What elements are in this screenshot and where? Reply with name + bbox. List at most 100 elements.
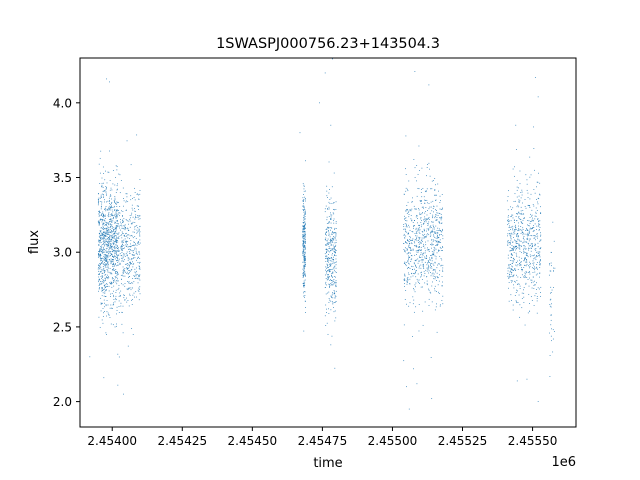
data-point [332, 292, 334, 294]
data-point [430, 244, 431, 245]
data-point [540, 235, 541, 237]
data-point [139, 215, 141, 216]
data-point [415, 227, 417, 229]
data-point [420, 200, 422, 201]
data-point [137, 241, 139, 243]
data-point [113, 236, 115, 238]
data-point [105, 287, 107, 288]
data-point [549, 355, 551, 356]
data-point [511, 271, 513, 273]
data-point [332, 271, 334, 273]
data-point [125, 253, 127, 255]
data-point [507, 235, 508, 237]
data-point [520, 252, 522, 254]
data-point [327, 270, 329, 271]
data-point [132, 282, 134, 284]
data-point [102, 268, 104, 270]
data-point [99, 254, 101, 256]
data-point [432, 208, 434, 209]
data-point [303, 236, 305, 237]
data-point [420, 257, 421, 258]
data-point [118, 238, 120, 239]
data-point [100, 255, 102, 256]
data-point [304, 256, 306, 257]
data-point [515, 249, 516, 251]
data-point [303, 228, 305, 230]
data-point [420, 267, 422, 269]
data-point [133, 197, 135, 198]
data-point [304, 291, 306, 293]
data-point [325, 255, 326, 257]
data-point [111, 189, 113, 191]
data-point [109, 195, 111, 197]
data-point [325, 258, 327, 259]
data-point [418, 267, 420, 269]
data-point [439, 270, 441, 272]
data-point [299, 132, 301, 134]
data-point [519, 259, 520, 261]
data-point [113, 299, 115, 300]
data-point [129, 272, 130, 274]
data-point [106, 230, 108, 231]
data-point [431, 239, 432, 241]
data-point [132, 254, 134, 256]
data-point [409, 243, 410, 244]
data-point [437, 215, 439, 216]
data-point [429, 257, 430, 259]
data-point [326, 267, 328, 269]
data-point [535, 215, 537, 217]
data-point [429, 267, 431, 269]
data-point [304, 256, 306, 258]
data-point [134, 211, 136, 212]
data-point [534, 243, 536, 245]
data-point [428, 217, 430, 218]
data-point [132, 266, 134, 268]
data-point [303, 238, 305, 240]
data-point [419, 238, 421, 240]
data-point [442, 295, 444, 297]
data-point [122, 256, 124, 258]
data-point [130, 243, 131, 245]
data-point [406, 240, 408, 242]
data-point [332, 297, 334, 299]
data-point [130, 270, 131, 272]
data-point [331, 275, 332, 276]
data-point [106, 245, 108, 247]
data-point [104, 201, 105, 203]
data-point [129, 261, 130, 263]
data-point [404, 237, 405, 239]
data-point [411, 255, 413, 257]
data-point [429, 175, 431, 177]
data-point [523, 239, 525, 241]
data-point [112, 234, 114, 236]
data-point [135, 217, 137, 218]
data-point [104, 262, 105, 264]
data-point [132, 278, 134, 279]
data-point [516, 206, 518, 208]
data-point [118, 173, 120, 175]
data-point [326, 240, 328, 242]
data-point [121, 255, 123, 257]
data-point [108, 285, 110, 287]
data-point [332, 276, 333, 278]
data-point [409, 247, 411, 249]
data-point [436, 212, 438, 214]
data-point [105, 290, 107, 292]
data-point [521, 298, 523, 299]
data-point [122, 220, 124, 222]
data-point [520, 192, 522, 193]
data-point [112, 240, 114, 242]
data-point [325, 248, 327, 250]
plot-frame [79, 57, 577, 428]
data-point [530, 279, 532, 281]
data-point [418, 282, 420, 283]
data-point [519, 229, 521, 230]
data-point [99, 257, 101, 259]
data-point [551, 303, 552, 305]
data-point [106, 260, 108, 262]
data-point [516, 213, 518, 214]
data-point [327, 227, 329, 229]
data-point [550, 286, 552, 288]
data-point [325, 231, 327, 233]
data-point [508, 215, 509, 217]
